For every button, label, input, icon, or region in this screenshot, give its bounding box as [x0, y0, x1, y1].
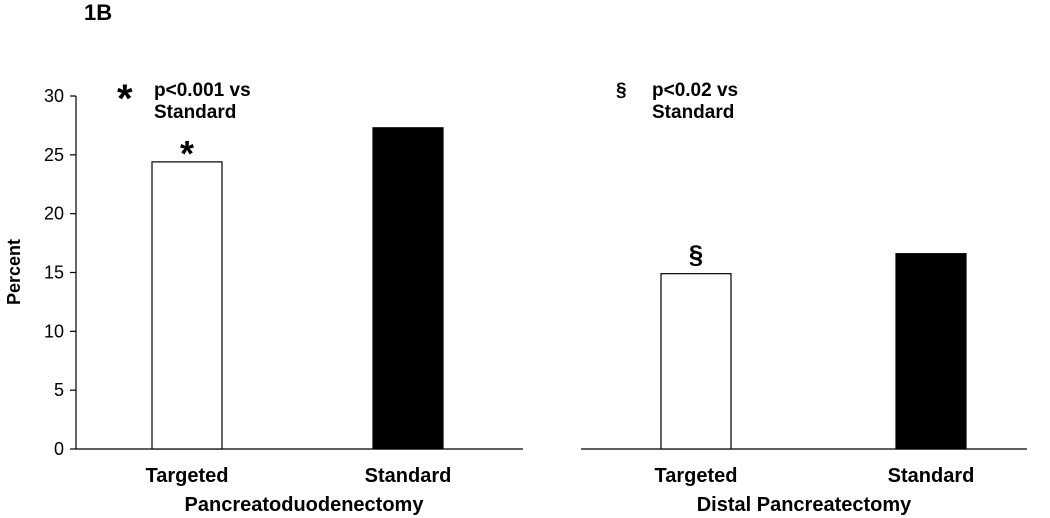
group-label-dp: Distal Pancreatectomy — [697, 494, 912, 516]
bar-marker-dp-targeted: § — [689, 240, 703, 270]
annotation-symbol-dp: § — [616, 80, 627, 101]
annotation-line1-pd: p<0.001 vs — [154, 80, 251, 101]
category-label-dp-targeted: Targeted — [655, 465, 738, 487]
annotation-line1-dp: p<0.02 vs — [652, 80, 738, 101]
category-label-dp-standard: Standard — [888, 465, 975, 487]
y-tick-label: 5 — [54, 380, 64, 400]
bar-marker-pd-targeted: * — [180, 133, 194, 174]
y-tick-label: 25 — [44, 145, 64, 165]
panel-pancreatoduodenectomy: * Targeted Standard Pancreatoduodenectom… — [76, 77, 523, 516]
bar-pd-standard — [372, 127, 444, 450]
annotation-line2-pd: Standard — [154, 102, 236, 123]
y-tick-label: 0 — [54, 439, 64, 459]
y-tick-label: 15 — [44, 263, 64, 283]
panel-distal-pancreatectomy: § Targeted Standard Distal Pancreatectom… — [581, 80, 1027, 516]
annotation-symbol-pd: * — [117, 77, 133, 121]
group-label-pd: Pancreatoduodenectomy — [185, 494, 425, 516]
bar-pd-targeted — [151, 161, 223, 450]
y-axis: 0 5 10 15 20 25 30 — [44, 86, 77, 459]
bar-dp-targeted — [660, 273, 732, 450]
figure-label: 1B — [84, 0, 112, 25]
y-tick-label: 10 — [44, 321, 64, 341]
y-axis-label: Percent — [4, 239, 24, 305]
category-label-pd-standard: Standard — [365, 465, 452, 487]
bar-dp-standard — [895, 253, 967, 450]
category-label-pd-targeted: Targeted — [146, 465, 229, 487]
annotation-line2-dp: Standard — [652, 102, 734, 123]
y-tick-label: 30 — [44, 86, 64, 106]
y-tick-label: 20 — [44, 204, 64, 224]
